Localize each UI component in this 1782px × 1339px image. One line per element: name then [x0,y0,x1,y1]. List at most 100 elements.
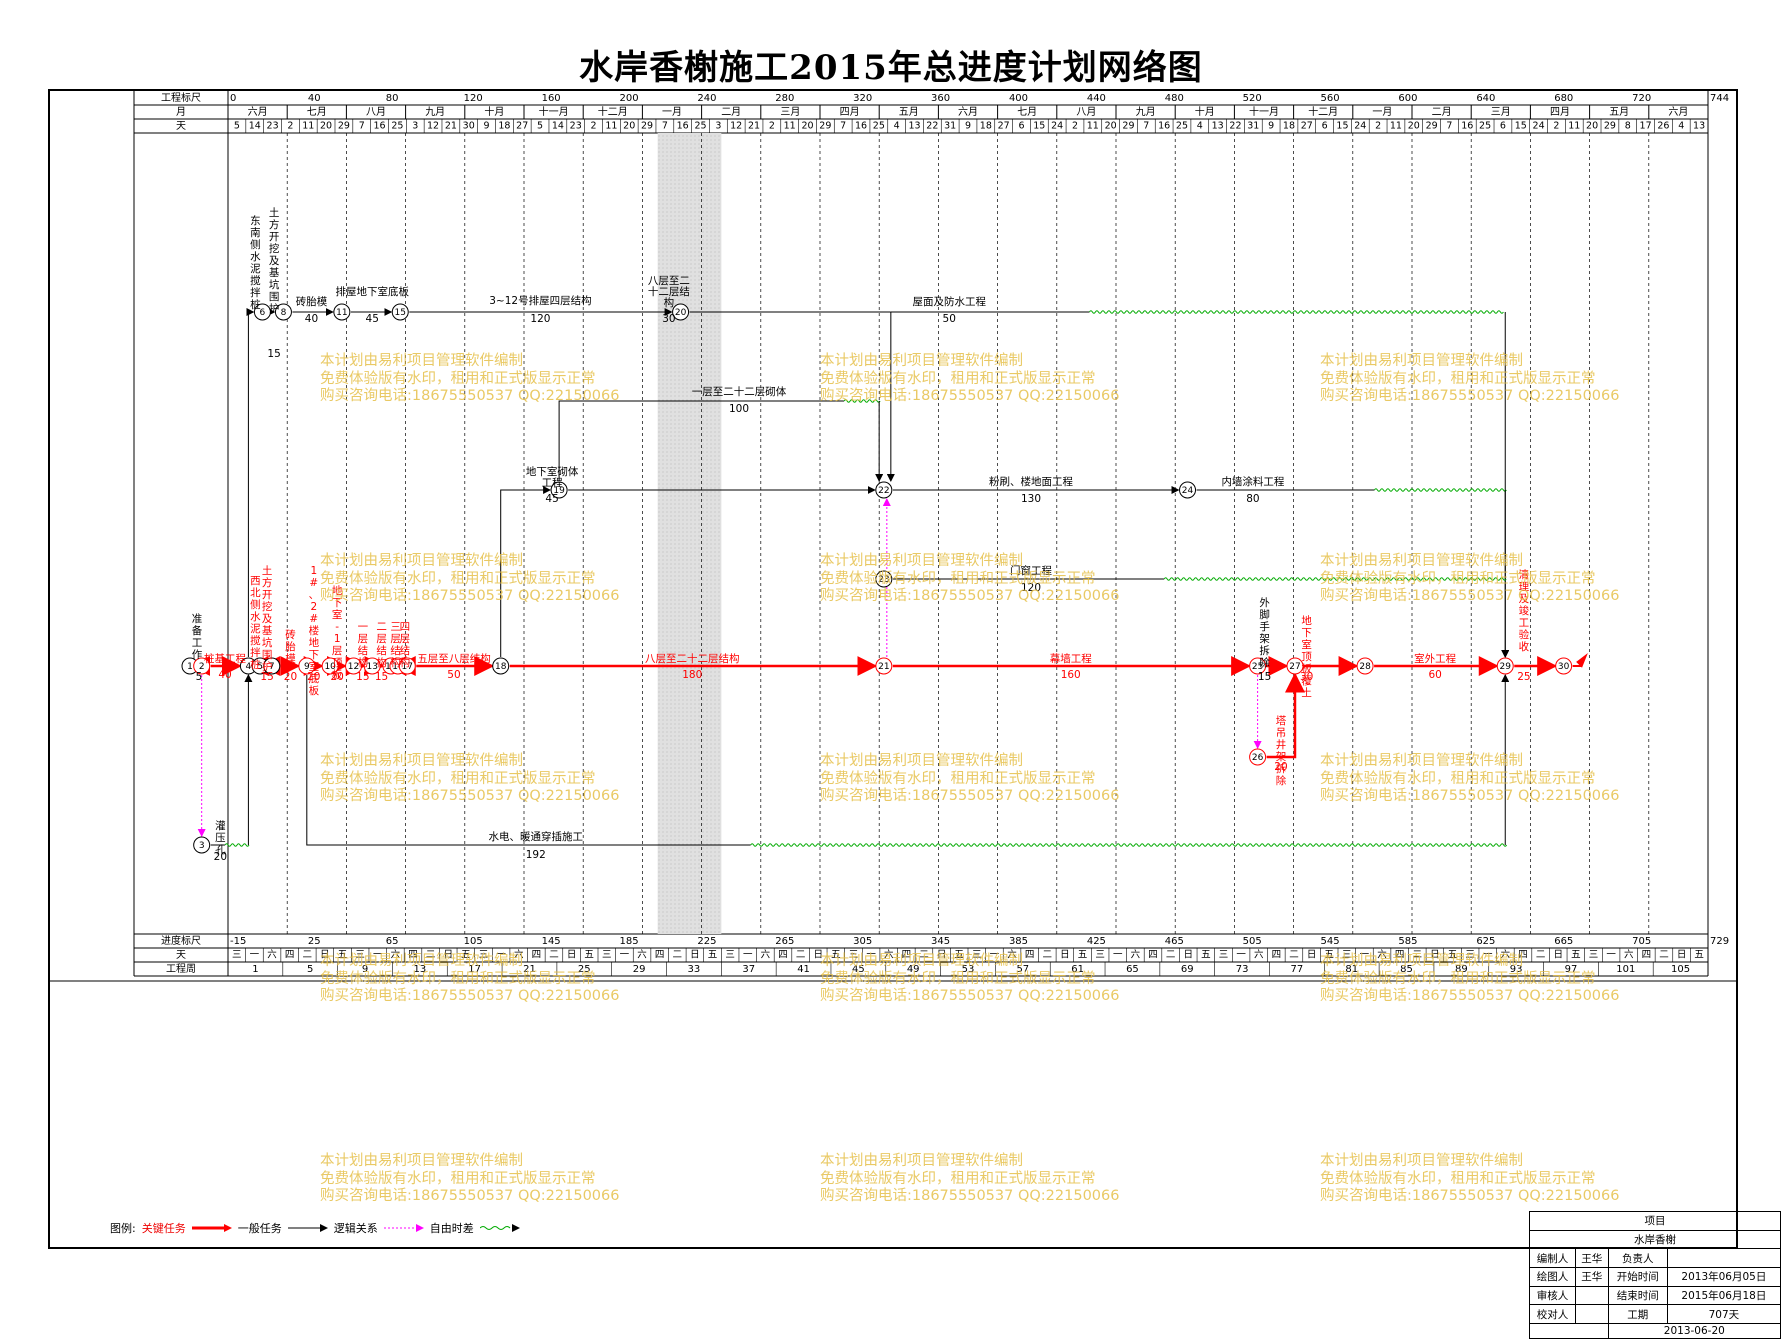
progress-tick: 505 [1243,936,1262,947]
month-label: 三月 [780,106,800,118]
weekday-label: 三 [725,950,735,961]
day-label: 8 [1625,121,1631,132]
event-node [875,657,893,675]
month-label: 七月 [307,106,327,118]
day-label: 13 [908,121,920,132]
task-label-char: 西 [250,575,260,587]
task-label-char: # [309,613,318,625]
event-node [1356,657,1374,675]
ruler-tick: 640 [1476,93,1495,104]
task-label-char: 工 [1519,617,1530,629]
event-node [1249,657,1267,675]
ruler-tick: 720 [1632,93,1651,104]
task-label: 水电、暖通穿插施工 [488,830,583,843]
day-label: 9 [1268,121,1274,132]
task-label-char: 手 [1259,620,1270,633]
network-diagram: 1234567891011121314151617181920212223242… [50,91,1736,982]
event-node [1249,748,1267,766]
weekday-label: 三 [972,950,982,961]
task-label-char: 构 [390,656,401,669]
event-node-number: 8 [281,308,287,318]
progress-tick: 425 [1087,936,1106,947]
task-label-char: 水 [250,251,261,263]
task-label-char: 挖 [262,600,273,613]
task-label-char: 构 [400,656,411,669]
weekday-label: 三 [1589,950,1599,961]
task-duration: 180 [682,669,702,681]
day-label: 29 [1604,121,1616,132]
watermark: 本计划由易利项目管理软件编制 免费体验版有水印，租用和正式版显示正常 购买咨询电话:… [320,753,620,804]
week-label: 29 [633,964,646,975]
weekday-label: 六 [1131,949,1141,961]
day-label: 15 [1336,121,1348,132]
day-label: 24 [1051,121,1063,132]
task-label-char: 基 [269,266,280,279]
task-label-char: 及 [1519,593,1530,605]
day-label: 5 [537,121,543,132]
weekday-label: 四 [778,950,788,961]
day-label: 21 [445,121,457,132]
event-node [391,303,409,321]
free-float-wave [224,843,250,847]
task-label-char: - [335,621,339,633]
event-node-number: 10 [324,662,336,672]
weekday-label: 二 [1536,950,1546,961]
weekday-label: 六 [1007,949,1017,961]
task-duration: 40 [218,669,231,681]
task-label-char: 泥 [250,622,261,635]
weekday-label: 三 [849,950,859,961]
task-label-char: 砖 [285,628,296,641]
task-label-char: 围 [262,649,273,661]
task-duration: 15 [260,671,273,683]
week-label: 49 [907,964,920,975]
month-label: 十月 [484,105,504,118]
task-label-char: 方 [269,218,280,231]
info-author-label: 编制人 [1529,1248,1576,1268]
task-label-char: 架 [1259,633,1270,645]
day-label: 15 [1033,121,1045,132]
event-node [253,303,271,321]
day-label: 27 [998,121,1010,132]
logic-arrow-icon [383,1224,424,1232]
weekday-label: 一 [1113,950,1123,961]
day-label: 16 [374,121,386,132]
weekday-label: 二 [1166,950,1176,961]
task-label: 3~12号排屋四层结构 [489,294,591,307]
ruler-label: 天 [176,121,186,132]
legend-free-float: 自由时差 [429,1222,474,1235]
progress-tick: 625 [1476,936,1495,947]
event-node [875,570,893,588]
weekday-label: 日 [690,950,700,961]
event-node-number: 18 [495,662,507,672]
info-drawer-label: 绘图人 [1529,1266,1576,1287]
watermark: 本计划由易利项目管理软件编制 免费体验版有水印，租用和正式版显示正常 购买咨询电话:… [820,753,1120,804]
month-label: 八月 [366,106,386,118]
week-label: 41 [797,964,810,975]
month-label: 九月 [425,106,445,118]
progress-tick: 465 [1165,936,1184,947]
ruler-tick: 680 [1554,93,1573,104]
weekday-label: 二 [426,950,436,961]
weekday-label: 六 [761,949,771,961]
holiday-band [657,133,722,934]
task-label: 工程 [542,477,563,489]
task-duration: 30 [662,313,675,325]
task-label-char: 除 [1276,774,1287,787]
weekday-label: 日 [1553,950,1563,961]
day-label: 12 [427,121,439,132]
weekday-label: 五 [1694,950,1704,961]
day-label: 7 [662,121,668,132]
month-label: 五月 [1609,106,1629,118]
weekday-label: 四 [1272,950,1282,961]
day-label: 20 [1105,121,1117,132]
task-label: 内墙涂料工程 [1221,475,1284,488]
event-node-number: 7 [269,662,275,672]
event-node-number: 13 [366,662,377,672]
task-label-char: 结 [390,644,401,657]
weekday-label: 五 [831,950,841,961]
week-label: 61 [1071,964,1084,975]
weekday-label: 一 [1606,950,1616,961]
task-label-char: 灌 [215,820,226,832]
task-label: 八层至二 [648,275,690,287]
ruler-tick: 200 [619,93,638,104]
